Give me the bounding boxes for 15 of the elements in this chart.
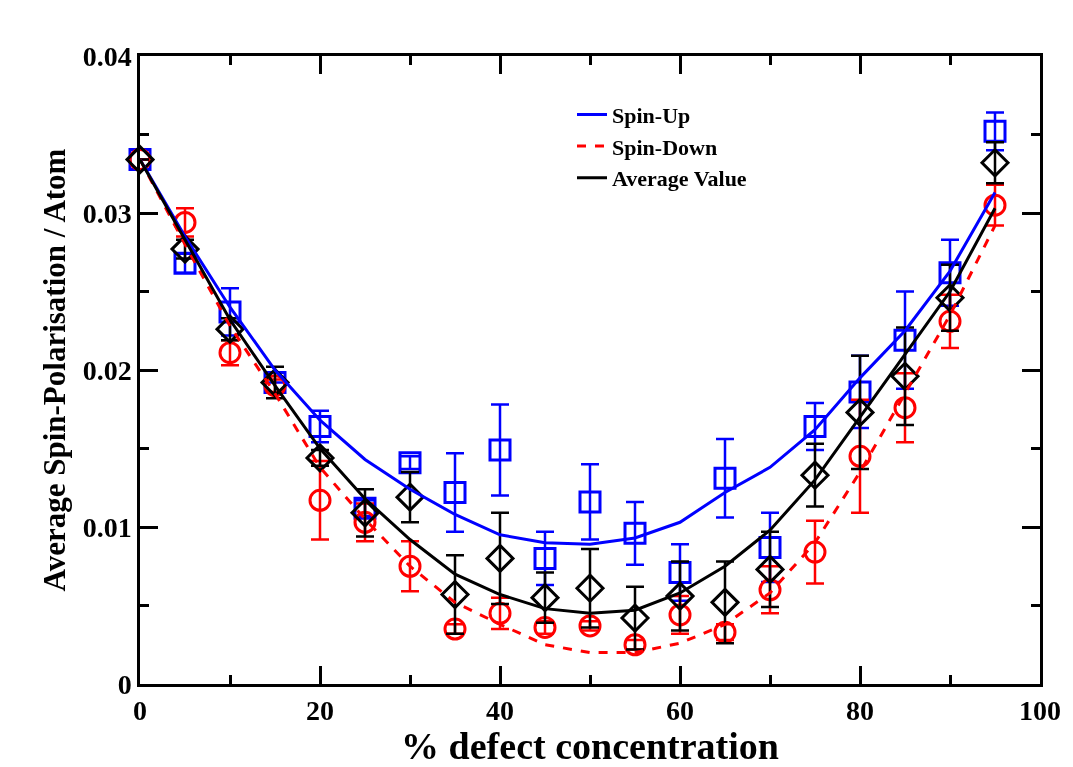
y-tick-label: 0.04 xyxy=(82,40,132,72)
y-tick-label: 0.01 xyxy=(82,511,132,543)
x-tick-label: 20 xyxy=(306,695,334,727)
y-tick-label: 0 xyxy=(117,668,132,700)
x-tick-label: 40 xyxy=(486,695,514,727)
y-axis-title: Average Spin-Polarisation / Atom xyxy=(37,148,73,592)
legend-label: Spin-Down xyxy=(612,134,718,160)
x-tick-label: 60 xyxy=(666,695,694,727)
x-axis-title: % defect concentration xyxy=(401,725,779,767)
y-tick-label: 0.03 xyxy=(82,197,132,229)
legend-label: Spin-Up xyxy=(612,103,691,129)
legend-label: Average Value xyxy=(612,166,747,192)
x-tick-label: 100 xyxy=(1019,695,1061,727)
x-tick-label: 80 xyxy=(846,695,874,727)
y-tick-label: 0.02 xyxy=(82,354,132,386)
